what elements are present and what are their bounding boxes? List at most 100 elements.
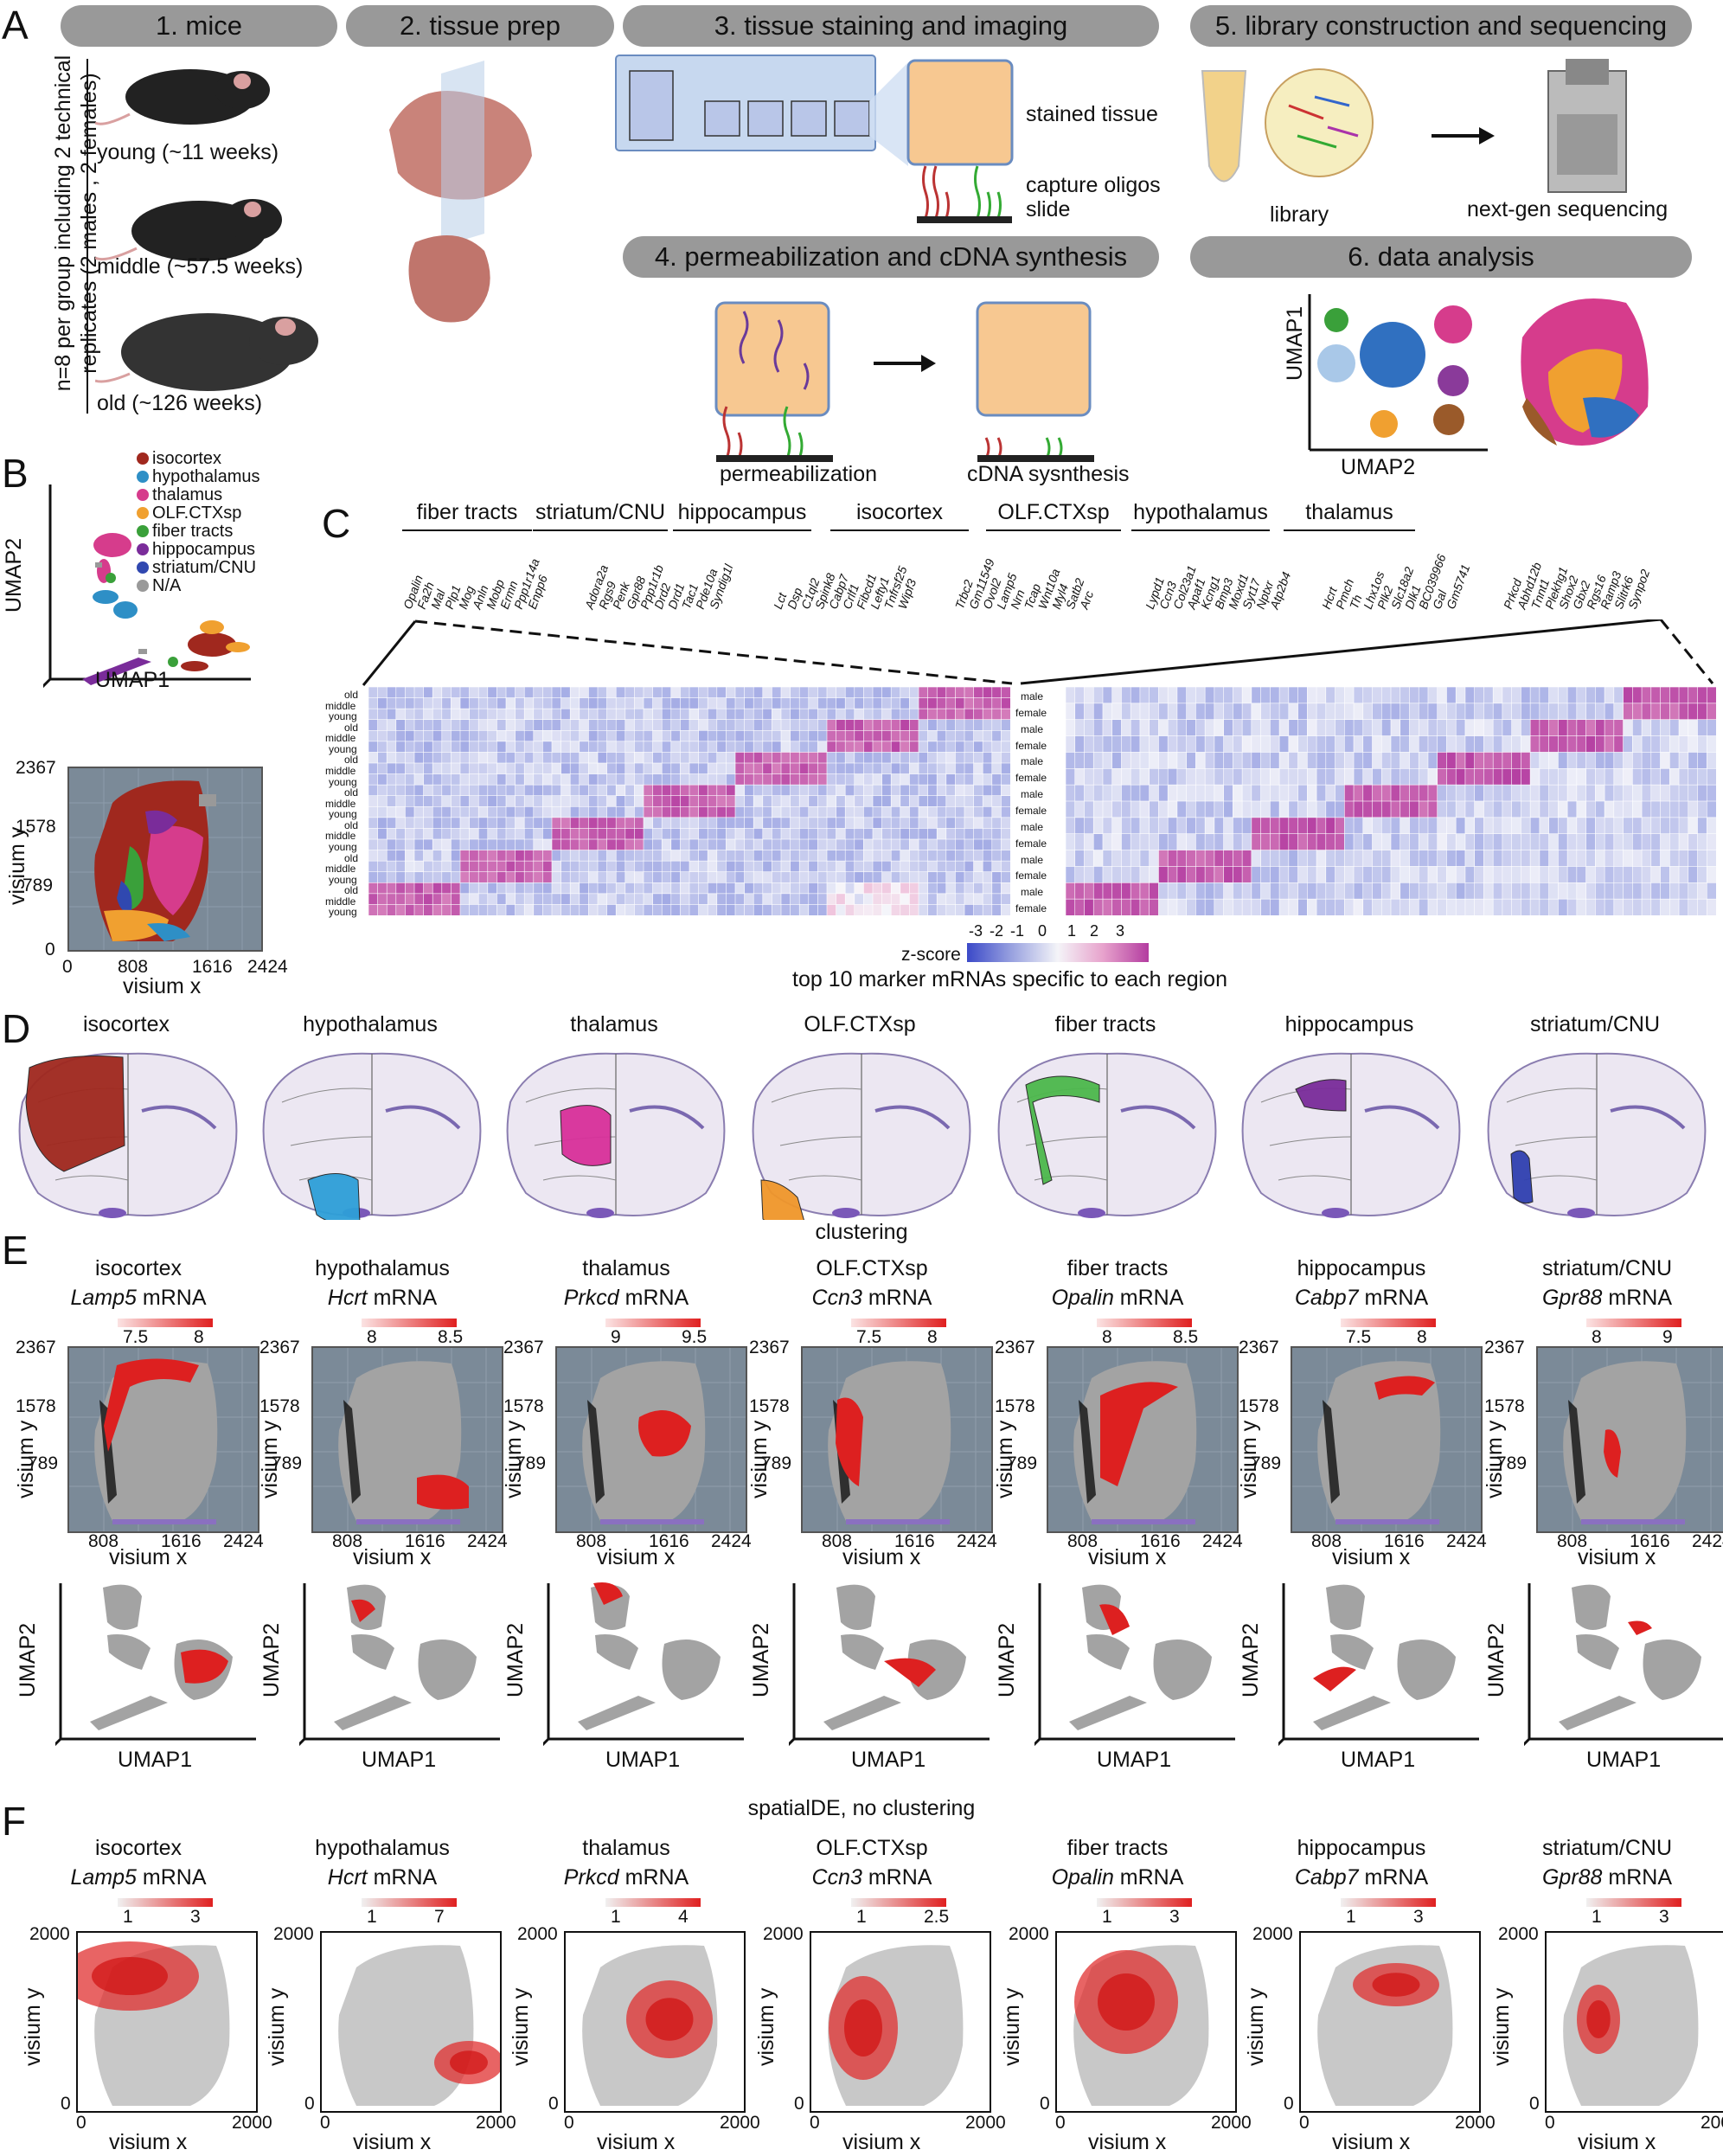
heat-cell [1566,687,1578,704]
heat-cell [496,719,507,731]
heat-cell [1632,735,1643,754]
heat-cell [1474,866,1485,883]
heat-cell [505,687,516,699]
d-atlas-section [256,1050,488,1225]
heat-cell [1139,817,1150,835]
heat-cell [377,784,388,797]
legend-swatch [137,489,149,501]
heat-cell [881,687,892,699]
d-region-title: OLF.CTXsp [804,1012,916,1036]
heat-cell [844,904,855,915]
heat-cell [542,838,553,851]
heat-cell [634,708,644,721]
heat-cell [1335,800,1345,818]
heat-cell [1233,800,1243,818]
heat-cell [808,871,818,883]
heat-cell [1149,850,1160,868]
heat-cell [1130,735,1141,754]
heat-cell [1641,719,1652,737]
heat-cell [1111,833,1123,851]
heat-cell [854,904,864,915]
heat-cell [661,882,672,895]
heat-cell [1539,817,1550,835]
heat-cell [1362,882,1374,900]
heat-cell [1492,866,1503,883]
heat-cell [1604,898,1615,915]
heat-cell [726,904,736,915]
heat-cell [405,741,415,754]
heat-cell [496,784,507,797]
heat-cell [441,850,452,862]
heat-cell [945,784,956,797]
heat-cell [753,805,764,818]
d-atlas-svg [1241,1052,1461,1218]
heat-cell [1204,687,1215,704]
heat-cell [817,795,828,807]
heat-cell [927,762,938,775]
heat-cell [955,817,965,830]
umap-cluster-gray [1559,1696,1637,1730]
heat-cell [1548,817,1559,835]
f-ytick: 0 [304,2094,315,2114]
heat-cell [1427,850,1438,868]
heat-cell [1455,784,1466,802]
f-visium-y-label: visium y [1489,1987,1514,2066]
heat-cell [368,752,379,764]
heat-cell [836,719,846,731]
heat-cell [1427,833,1438,851]
heat-cell [1204,784,1215,802]
heat-cell [1400,866,1411,883]
e-ytick: 1578 [503,1396,544,1416]
heat-cell [1464,784,1476,802]
heat-cell [1529,703,1540,721]
heat-cell [386,904,397,915]
heat-cell [579,828,590,840]
heat-cell [1325,735,1336,754]
heat-cell [836,828,846,840]
heat-cell [1409,703,1419,721]
heat-cell [982,828,993,840]
heat-cell [625,687,635,699]
heat-cell [1660,817,1670,835]
heat-cell [973,838,983,851]
heat-cell [863,719,874,731]
heat-cell [377,817,388,830]
heat-cell [533,784,544,797]
heat-cell [927,708,938,721]
heat-cell [790,795,800,807]
heat-cell [1521,817,1531,835]
heat-cell [1001,697,1010,709]
heat-cell [836,871,846,883]
heat-cell [451,752,461,764]
heat-cell [1558,767,1568,786]
heat-cell [1102,850,1113,868]
heat-cell [1697,817,1707,835]
heat-cell [716,708,727,721]
heat-cell [1251,833,1262,851]
heat-cell [1121,735,1131,754]
heat-cell [523,850,535,862]
heat-cell [798,850,810,862]
heat-cell [634,719,644,731]
heat-cell [551,719,562,731]
heat-cell [1595,784,1605,802]
heat-cell [863,697,874,709]
heat-cell [1548,752,1559,769]
heat-cell [560,687,571,699]
heat-cell [955,838,965,851]
heat-cell [432,719,443,731]
heat-cell [836,805,846,818]
heat-cell [927,697,938,709]
heat-cell [744,860,754,873]
heat-cell [643,697,654,709]
heat-cell [808,773,818,786]
heat-cell [1604,833,1615,851]
heat-cell [753,773,764,786]
f-colorbar [605,1898,701,1907]
heat-cell [542,805,553,818]
heat-cell [386,817,397,830]
black-edge-spots [587,1400,605,1504]
heat-cell [945,697,956,709]
heat-cell [1233,752,1243,769]
heat-cell [1558,752,1568,769]
